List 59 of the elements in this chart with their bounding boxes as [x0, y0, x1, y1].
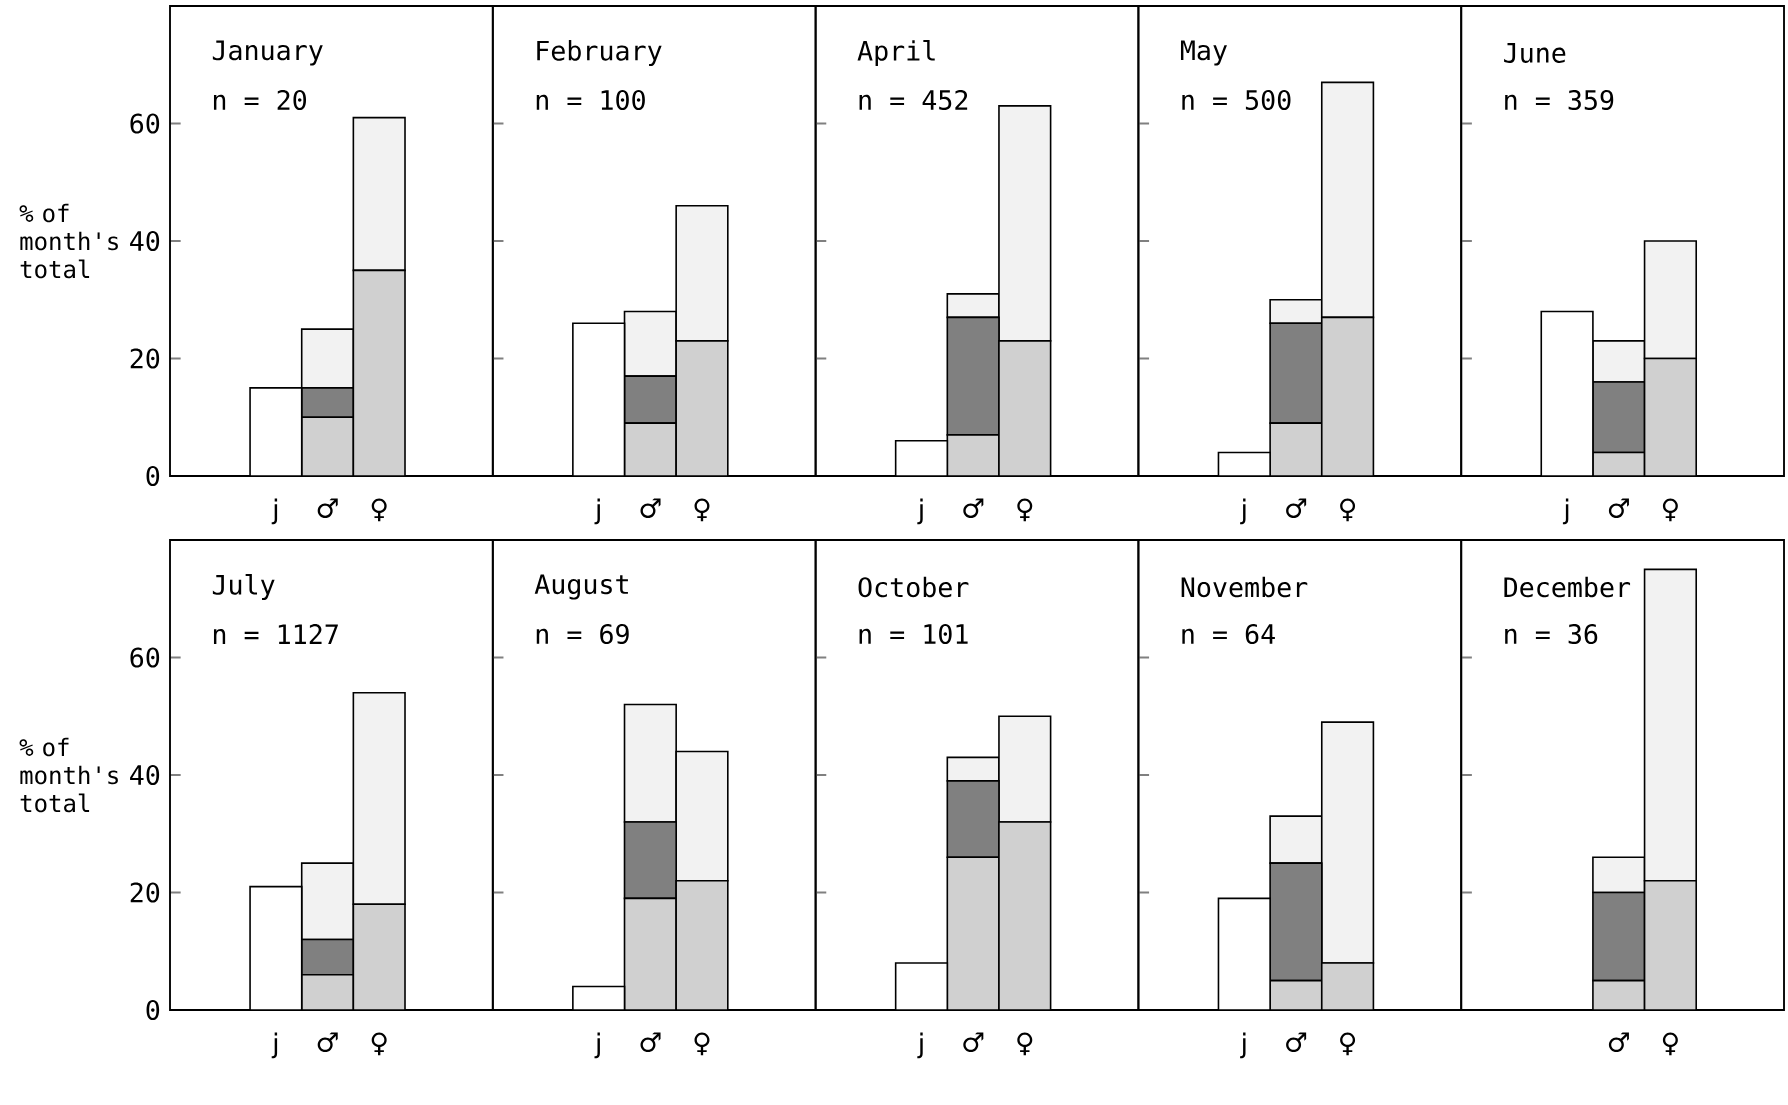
x-tick-label: j: [271, 1032, 278, 1059]
x-tick-label: ♂: [1286, 498, 1307, 519]
text: n = 69: [536, 623, 629, 645]
x-tick-label: ♂: [1608, 498, 1629, 519]
x-tick-label: j: [1240, 1032, 1246, 1059]
text: February: [537, 40, 662, 66]
y-tick-label: 40: [130, 230, 160, 252]
y-tick-label: 0: [146, 999, 160, 1021]
x-tick-label: ♀: [371, 1032, 387, 1056]
x-tick-label: ♀: [1017, 1032, 1033, 1056]
text: October: [858, 576, 969, 598]
x-tick-label: ♂: [317, 1032, 338, 1053]
y-tick-label: 20: [130, 882, 160, 903]
x-tick-label: ♂: [1608, 1032, 1629, 1053]
text: n = 359: [1505, 89, 1614, 111]
text: n = 64: [1182, 623, 1275, 645]
text: n = 100: [536, 89, 645, 111]
x-tick-label: j: [271, 498, 278, 525]
x-tick-label: ♂: [317, 498, 338, 519]
x-tick-label: ♀: [694, 1032, 710, 1056]
x-tick-label: ♂: [640, 1032, 661, 1053]
x-tick-label: j: [1562, 498, 1569, 525]
x-tick-label: ♀: [694, 498, 710, 522]
x-tick-label: ♂: [640, 498, 661, 519]
y-tick-label: 0: [146, 465, 160, 487]
x-tick-label: ♂: [963, 498, 984, 519]
x-tick-label: ♀: [1340, 1032, 1356, 1056]
y-axis-title: % of month's total: [19, 203, 118, 279]
text: December: [1504, 576, 1631, 598]
x-tick-label: ♀: [1662, 498, 1678, 522]
x-tick-label: ♂: [1286, 1032, 1307, 1053]
x-tick-label: j: [594, 1032, 600, 1059]
x-tick-label: j: [1240, 498, 1246, 525]
text: November: [1181, 576, 1308, 598]
y-axis-title: % of month's total: [19, 737, 118, 813]
text: April: [857, 40, 935, 66]
text: July: [212, 574, 275, 600]
y-tick-label: 60: [130, 113, 160, 134]
text: January: [212, 40, 323, 66]
y-tick-label: 60: [130, 647, 160, 668]
text: August: [534, 574, 628, 600]
x-tick-label: ♀: [1340, 498, 1356, 522]
text: May: [1180, 40, 1227, 66]
x-tick-label: ♀: [371, 498, 387, 522]
x-tick-label: ♀: [1662, 1032, 1678, 1056]
y-tick-label: 20: [130, 348, 160, 369]
text: n = 1127: [213, 624, 338, 644]
x-tick-label: j: [594, 498, 600, 525]
x-tick-label: ♂: [963, 1032, 984, 1053]
x-tick-label: ♀: [1017, 498, 1033, 522]
y-tick-label: 40: [130, 764, 160, 786]
text: n = 452: [859, 89, 968, 111]
text: n = 36: [1505, 623, 1598, 645]
text: June: [1504, 43, 1566, 63]
text: n = 101: [859, 623, 968, 645]
text: n = 20: [213, 89, 307, 111]
text: n = 500: [1182, 89, 1291, 111]
x-tick-label: j: [917, 498, 923, 525]
x-tick-label: j: [917, 1032, 923, 1059]
